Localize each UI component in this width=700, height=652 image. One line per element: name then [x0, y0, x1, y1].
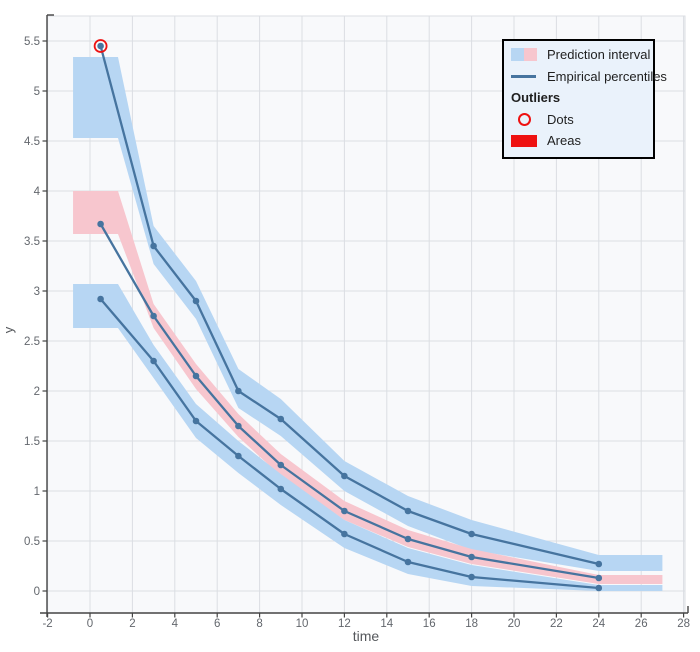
data-point — [277, 485, 285, 493]
legend-item-prediction-interval: Prediction interval — [511, 44, 650, 66]
percentile-line-icon — [511, 74, 536, 78]
y-tick-label: 0.5 — [24, 536, 40, 548]
x-tick-label: 28 — [677, 618, 690, 630]
x-tick-label: 0 — [87, 618, 93, 630]
y-axis-title: y — [1, 326, 16, 333]
data-point — [341, 472, 348, 480]
data-point — [595, 574, 603, 582]
x-tick-label: 6 — [214, 618, 220, 630]
data-point — [150, 312, 157, 320]
data-point — [468, 530, 475, 538]
data-point — [404, 558, 412, 566]
data-point — [97, 295, 104, 303]
data-point — [277, 415, 285, 423]
data-point — [341, 530, 348, 538]
data-point — [97, 42, 104, 50]
outlier-dot-ring — [93, 39, 108, 53]
legend-item-outlier-dots: Dots — [511, 109, 646, 131]
prediction-interval-blue-swatch-icon — [511, 48, 524, 62]
y-tick-label: 4.5 — [24, 136, 40, 148]
data-point — [192, 417, 200, 425]
legend-label-empirical-percentiles: Empirical percentiles — [547, 68, 667, 84]
data-point — [192, 297, 200, 305]
outlier-dot-ring-icon — [518, 112, 531, 126]
data-point — [595, 560, 603, 568]
x-tick-label: 4 — [172, 618, 179, 630]
x-tick-label: 18 — [465, 618, 478, 630]
y-tick-label: 1.5 — [24, 436, 40, 448]
data-point — [595, 584, 603, 592]
y-tick-label: 2 — [34, 386, 40, 398]
data-point — [404, 507, 412, 515]
data-point — [468, 573, 475, 581]
x-tick-label: 16 — [423, 618, 436, 630]
legend-header-outliers: Outliers — [511, 87, 646, 109]
y-tick-label: 4 — [34, 186, 41, 198]
legend-label-prediction-interval: Prediction interval — [547, 47, 651, 63]
y-tick-label: 3.5 — [24, 236, 40, 248]
legend-item-empirical-percentiles: Empirical percentiles — [511, 66, 667, 88]
x-tick-label: 2 — [129, 618, 135, 630]
data-point — [150, 357, 157, 365]
data-point — [235, 452, 242, 460]
data-point — [235, 422, 242, 430]
legend-label-areas: Areas — [547, 133, 581, 149]
x-tick-label: 12 — [338, 618, 351, 630]
x-tick-label: 26 — [635, 618, 648, 630]
y-tick-label: 1 — [34, 486, 40, 498]
x-tick-label: 24 — [592, 618, 605, 630]
outlier-area-swatch-icon — [511, 134, 537, 147]
data-point — [192, 372, 200, 380]
data-point — [150, 242, 157, 250]
y-tick-label: 5 — [34, 86, 40, 98]
x-axis-title: time — [353, 628, 380, 644]
y-tick-label: 2.5 — [24, 336, 40, 348]
legend-item-outlier-areas: Areas — [511, 130, 646, 152]
prediction-band — [73, 284, 663, 591]
data-point — [235, 387, 242, 395]
data-point — [404, 535, 412, 543]
data-point — [468, 553, 475, 561]
prediction-interval-pink-swatch-icon — [524, 48, 537, 62]
x-tick-label: 10 — [296, 618, 309, 630]
legend-label-dots: Dots — [547, 111, 574, 127]
x-tick-label: 22 — [550, 618, 563, 630]
y-tick-label: 3 — [34, 286, 40, 298]
data-point — [97, 220, 104, 228]
legend-label-outliers: Outliers — [511, 90, 561, 106]
x-tick-label: -2 — [42, 618, 52, 630]
y-tick-label: 5.5 — [24, 36, 40, 48]
x-tick-label: 14 — [380, 618, 393, 630]
y-tick-label: 0 — [34, 586, 40, 598]
x-tick-label: 8 — [256, 618, 262, 630]
data-point — [277, 461, 285, 469]
data-point — [341, 507, 348, 515]
x-tick-label: 20 — [508, 618, 521, 630]
legend: Prediction interval Empirical percentile… — [502, 39, 667, 159]
